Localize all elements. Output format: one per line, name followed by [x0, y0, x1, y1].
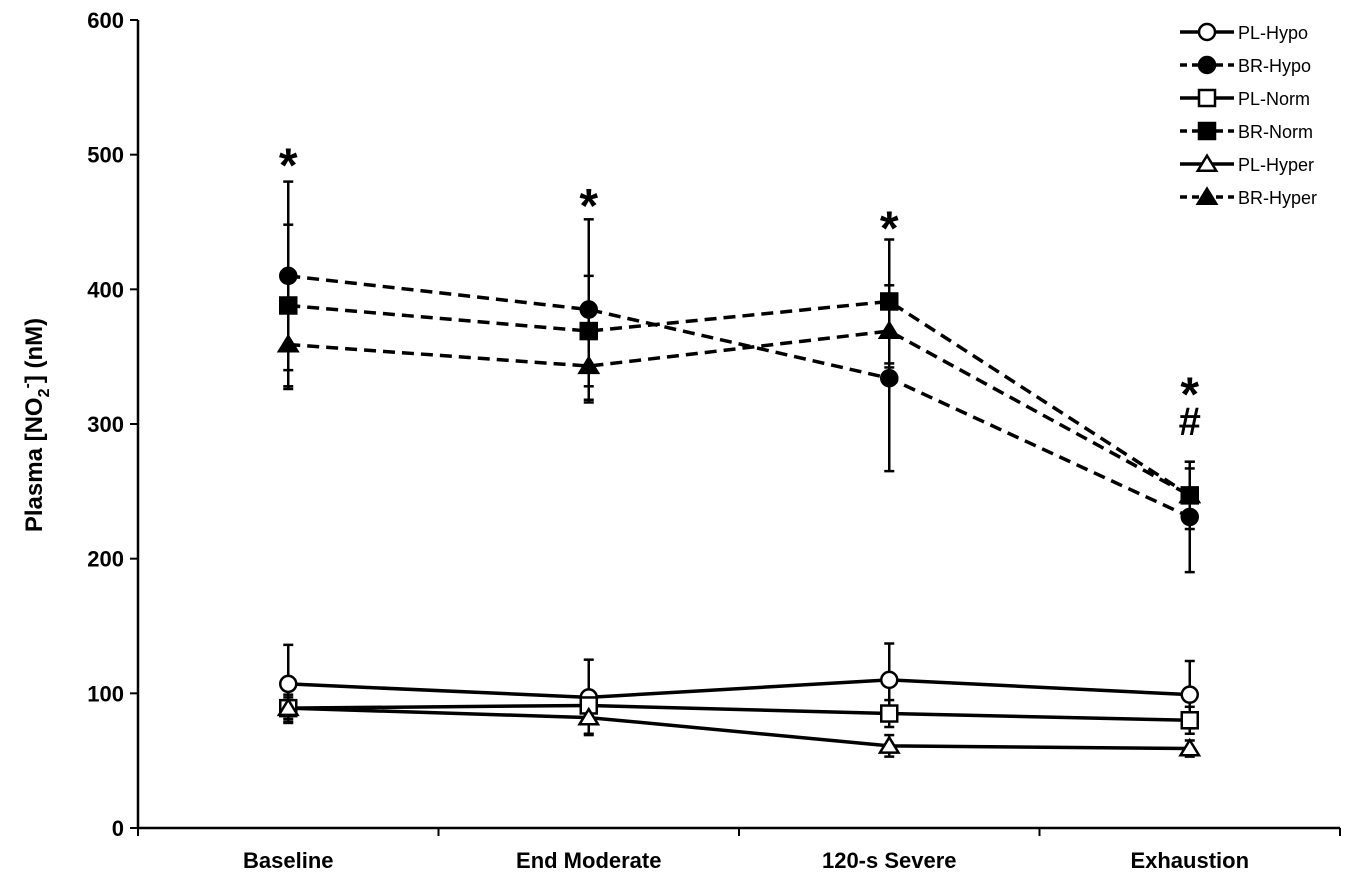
legend-label: PL-Hyper — [1238, 155, 1314, 175]
series-line-br-norm — [288, 299, 1191, 497]
data-point-pl-hyper — [577, 706, 601, 726]
y-label-superscript: - — [19, 383, 36, 388]
significance-star: * — [279, 139, 298, 192]
error-bars — [283, 180, 1195, 758]
significance-annotations: ** **# — [279, 139, 1201, 443]
data-point-pl-hyper — [877, 735, 901, 754]
legend-marker-br-hypo — [1197, 55, 1217, 75]
significance-star: * — [579, 180, 598, 233]
y-tick-label: 500 — [87, 143, 124, 168]
data-point-pl-hyper — [276, 697, 300, 717]
y-label-unit: ] (nM) — [21, 318, 48, 383]
data-point-br-hyper — [1178, 484, 1202, 504]
legend-marker-br-hyper — [1195, 186, 1219, 205]
legend-label: BR-Hypo — [1238, 56, 1311, 76]
y-tick-label: 100 — [87, 681, 124, 706]
data-point-br-hypo — [880, 368, 899, 388]
data-point-br-hypo — [279, 266, 298, 286]
legend-label: BR-Hyper — [1238, 188, 1317, 208]
y-tick-label: 600 — [87, 8, 124, 33]
data-point-pl-hypo — [279, 674, 298, 694]
y-tick-label: 0 — [112, 816, 124, 841]
y-label-text: Plasma [NO — [21, 397, 48, 532]
data-point-br-hyper — [276, 333, 300, 353]
x-axis-ticks: Baseline End Moderate 120-s Severe Exhausti… — [137, 828, 1341, 873]
data-point-br-norm — [279, 296, 298, 315]
legend-marker-pl-norm — [1197, 88, 1217, 108]
y-axis-ticks: 0 100 200 300 400 500 600 — [87, 8, 138, 841]
series-line-pl-hyper — [288, 706, 1190, 751]
legend-label: PL-Hypo — [1238, 23, 1308, 43]
data-point-br-hyper — [877, 320, 901, 340]
series-line-pl-norm — [288, 703, 1190, 723]
series-lines — [288, 274, 1191, 751]
y-tick-label: 300 — [87, 412, 124, 437]
legend: PL-Hypo BR-Hypo PL-Norm BR-Norm PL-Hyper BR-H… — [1180, 22, 1317, 208]
legend-marker-br-norm — [1197, 121, 1217, 141]
data-point-br-norm — [880, 292, 899, 311]
data-point-br-hypo — [1180, 507, 1199, 527]
data-point-pl-hypo — [880, 670, 899, 690]
data-point-br-hypo — [579, 300, 598, 319]
x-tick-label: Exhaustion — [1130, 848, 1249, 873]
series-markers — [276, 266, 1202, 757]
data-point-pl-hypo — [1180, 685, 1199, 704]
series-line-br-hyper — [288, 329, 1191, 497]
data-point-pl-norm — [880, 704, 899, 723]
data-point-br-hyper — [577, 355, 601, 375]
x-tick-label: Baseline — [243, 848, 334, 873]
y-label-subscript: 2 — [36, 388, 53, 397]
significance-star: * — [1180, 368, 1199, 421]
legend-marker-pl-hypo — [1197, 22, 1217, 42]
y-tick-label: 200 — [87, 547, 124, 572]
x-tick-label: 120-s Severe — [822, 848, 957, 873]
legend-marker-pl-hyper — [1195, 153, 1219, 172]
series-line-pl-hypo — [288, 678, 1190, 700]
x-tick-label: End Moderate — [516, 848, 661, 873]
legend-label: PL-Norm — [1238, 89, 1310, 109]
series-line-br-hypo — [288, 274, 1191, 519]
significance-hash: # — [1179, 400, 1201, 444]
y-axis-label: Plasma [NO2-] (nM) — [19, 318, 53, 532]
data-point-pl-norm — [1180, 711, 1199, 730]
data-point-br-norm — [579, 321, 598, 341]
y-tick-label: 400 — [87, 277, 124, 302]
legend-label: BR-Norm — [1238, 122, 1313, 142]
data-point-pl-hyper — [1178, 737, 1202, 757]
significance-star: * — [880, 203, 899, 256]
